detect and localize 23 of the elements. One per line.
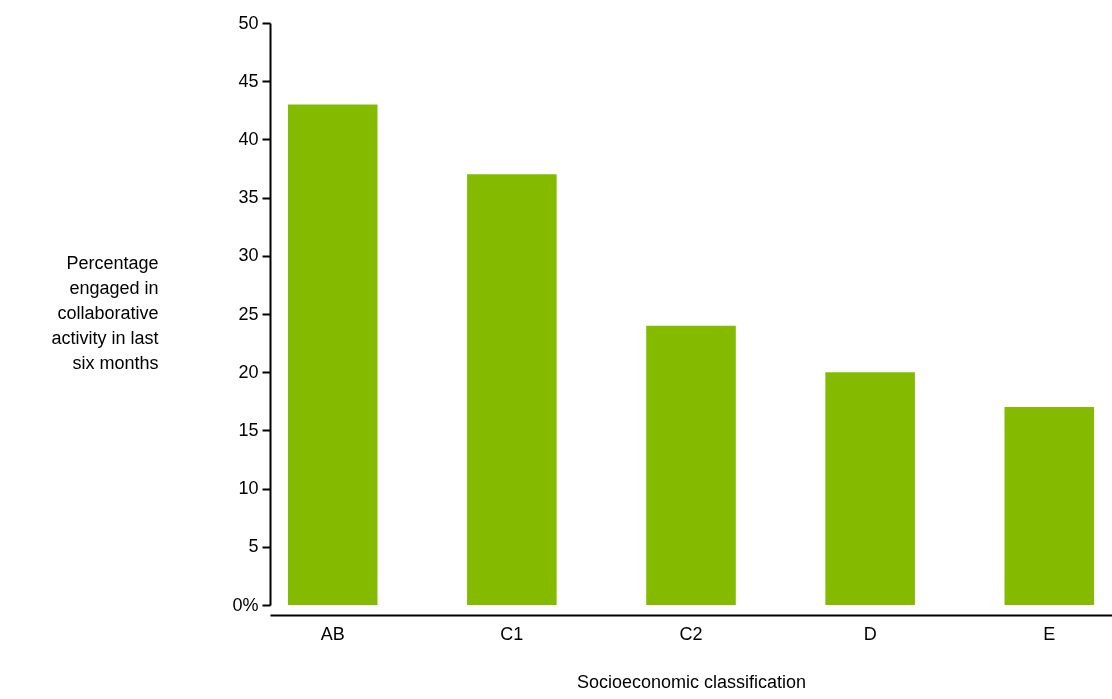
y-tick-label: 30: [238, 245, 259, 266]
y-tick-label: 50: [238, 12, 259, 33]
x-tick-label: D: [863, 623, 877, 644]
y-tick-label: 0%: [232, 594, 259, 615]
bar: [646, 325, 736, 605]
y-tick-label: 40: [238, 128, 259, 149]
bar: [1004, 407, 1095, 605]
x-tick-label: E: [1043, 623, 1056, 644]
x-axis-title: Socioeconomic classification: [576, 671, 807, 692]
bar: [825, 372, 915, 605]
y-tick-label: 35: [238, 187, 259, 208]
bar: [467, 174, 557, 605]
x-tick-label: C2: [679, 623, 703, 644]
y-tick-label: 45: [238, 70, 259, 91]
y-tick-label: 15: [238, 419, 259, 440]
y-tick-label: 25: [238, 303, 259, 324]
x-tick-label: AB: [320, 623, 345, 644]
y-tick-label: 10: [238, 478, 259, 499]
bar: [287, 104, 378, 605]
x-tick-label: C1: [500, 623, 524, 644]
y-tick-label: 5: [248, 536, 259, 557]
y-axis-title: Percentage engaged in collaborative activity in last six months: [51, 252, 159, 373]
y-tick-label: 20: [238, 361, 259, 382]
